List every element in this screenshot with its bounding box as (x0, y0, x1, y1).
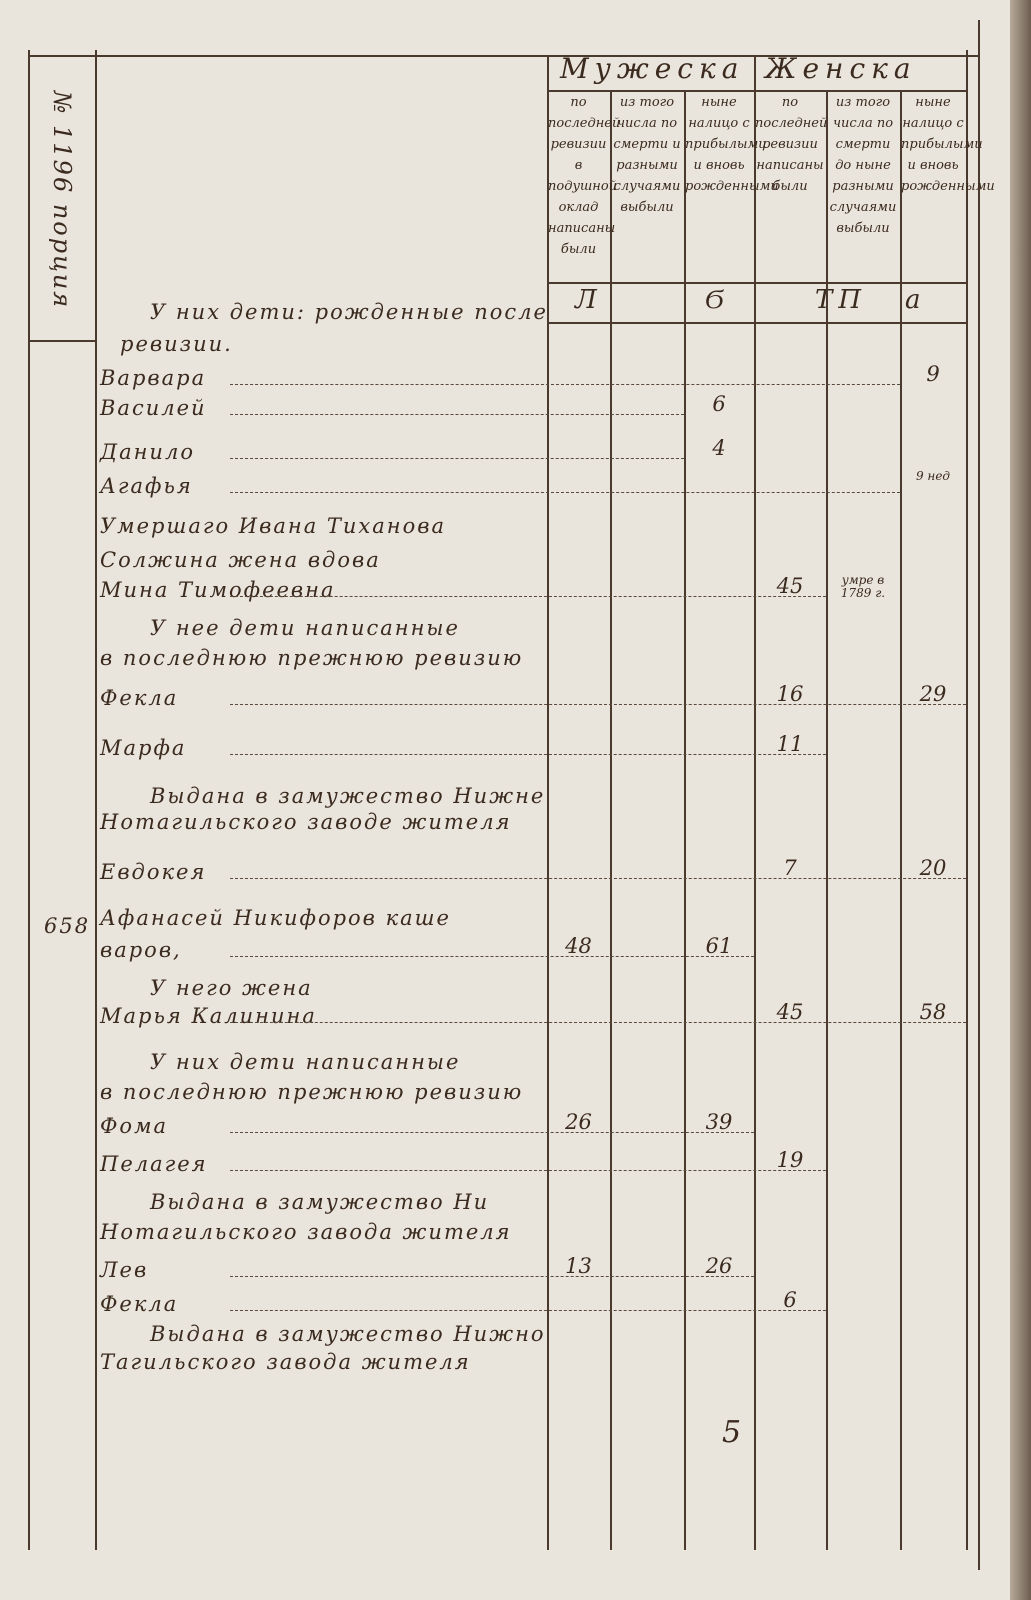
cell-value: 58 (919, 1000, 947, 1024)
entry-text: Фекла (100, 1292, 179, 1316)
column-rule (754, 55, 756, 1550)
entry-text: Василей (100, 396, 207, 420)
dash-leader (230, 384, 900, 385)
entry-text: Фома (100, 1114, 169, 1138)
column-header: из того числа по смерти до ныне разными … (829, 95, 897, 236)
letter-3: ТП (815, 285, 868, 315)
cell-value: 16 (776, 682, 804, 706)
entry-text: Афанасей Никифоров каше (100, 906, 451, 930)
cell-value: 20 (919, 856, 947, 880)
entry-text: Нотагильского заводе жителя (100, 810, 512, 834)
entry-text: Фекла (100, 686, 179, 710)
dash-leader (230, 1170, 826, 1171)
column-rule (978, 20, 980, 1570)
entry-text: Выдана в замужество Нижно (150, 1322, 546, 1346)
cell-value: 26 (565, 1110, 592, 1134)
cell-value: 48 (565, 934, 592, 958)
side-label-text: № 1196 порция (48, 90, 76, 310)
column-rule (547, 55, 549, 1550)
column-rule (28, 50, 30, 1550)
letter-4: а (905, 285, 927, 315)
header-male: Мужеска (560, 52, 745, 85)
column-header: по последней ревизии написаны были (755, 95, 828, 194)
column-rule (826, 90, 828, 1550)
cell-value: 9 нед (915, 469, 951, 483)
entry-text: Умершаго Ивана Тиханова (100, 514, 446, 538)
dash-leader (230, 878, 966, 879)
header-bottom-rule (547, 282, 966, 284)
cell-value: 19 (776, 1148, 804, 1172)
entry-text: Выдана в замужество Ни (150, 1190, 490, 1214)
dash-leader (230, 492, 900, 493)
dash-leader (230, 1022, 966, 1023)
dash-leader (230, 956, 754, 957)
column-rule (900, 90, 902, 1550)
entry-text: Марфа (100, 736, 187, 760)
book-spine (1010, 0, 1031, 1600)
entry-number: 658 (44, 914, 91, 938)
entry-text: в последнюю прежнюю ревизию (100, 1080, 524, 1104)
dash-leader (230, 1132, 754, 1133)
cell-value: 9 (926, 362, 940, 386)
column-rule (610, 90, 612, 1550)
side-label: № 1196 порция (30, 60, 94, 340)
letter-1: Л (575, 285, 603, 315)
column-header: по последней ревизии в подушной оклад на… (548, 95, 621, 257)
entry-text: Солжина жена вдова (100, 548, 381, 572)
entry-text: У нее дети написанные (150, 616, 460, 640)
letters-rule (547, 322, 966, 324)
dash-leader (230, 704, 966, 705)
entry-text: варов, (100, 938, 182, 962)
top-rule (28, 55, 978, 57)
cell-value: 29 (919, 682, 947, 706)
letter-2: Ϭ (705, 285, 730, 315)
cell-value: 11 (776, 732, 804, 756)
dash-leader (230, 1276, 754, 1277)
column-rule (966, 50, 968, 1550)
cell-value: 39 (705, 1110, 733, 1134)
dash-leader (230, 1310, 826, 1311)
entry-text: Пелагея (100, 1152, 208, 1176)
entry-text: Мина Тимофеевна (100, 578, 336, 602)
entry-text: Лев (100, 1258, 149, 1282)
cell-value: 6 (783, 1288, 797, 1312)
cell-value: 13 (565, 1254, 592, 1278)
entry-text: Марья Калинина (100, 1004, 317, 1028)
entry-text: Агафья (100, 474, 193, 498)
entry-text: У них дети написанные (150, 1050, 461, 1074)
dash-leader (230, 458, 684, 459)
entry-text: У них дети: рожденные после (150, 300, 548, 324)
entry-text: Варвара (100, 366, 207, 390)
side-rule (28, 340, 95, 342)
entry-text: Тагильского завода жителя (100, 1350, 471, 1374)
dash-leader (230, 414, 684, 415)
entry-text: Нотагильского завода жителя (100, 1220, 512, 1244)
entry-text: Евдокея (100, 860, 207, 884)
entry-text: ревизии. (120, 332, 233, 356)
cell-value: 4 (712, 436, 726, 460)
column-header: из того числа по смерти и разными случая… (613, 95, 681, 215)
header-female: Женска (765, 52, 917, 85)
dash-leader (230, 754, 826, 755)
entry-text: в последнюю прежнюю ревизию (100, 646, 524, 670)
entry-text: У него жена (150, 976, 313, 1000)
column-rule (684, 90, 686, 1550)
cell-value: умре в 1789 г. (840, 573, 886, 600)
column-rule (95, 50, 97, 1550)
dash-leader (230, 596, 826, 597)
header-rule (547, 90, 966, 92)
column-header: ныне налицо с прибылыми и вновь рожденны… (901, 95, 995, 194)
document-page: № 1196 порция Мужеска Женска Л Ϭ ТП а 5 … (0, 0, 1010, 1600)
entry-text: Данило (100, 440, 195, 464)
cell-value: 61 (705, 934, 733, 958)
cell-value: 45 (776, 574, 804, 598)
column-header: ныне налицо с прибылыми и вновь рожденны… (685, 95, 779, 194)
cell-value: 7 (783, 856, 797, 880)
cell-value: 45 (776, 1000, 804, 1024)
page-number: 5 (722, 1415, 744, 1450)
cell-value: 26 (705, 1254, 733, 1278)
cell-value: 6 (712, 392, 726, 416)
entry-text: Выдана в замужество Нижне (150, 784, 546, 808)
